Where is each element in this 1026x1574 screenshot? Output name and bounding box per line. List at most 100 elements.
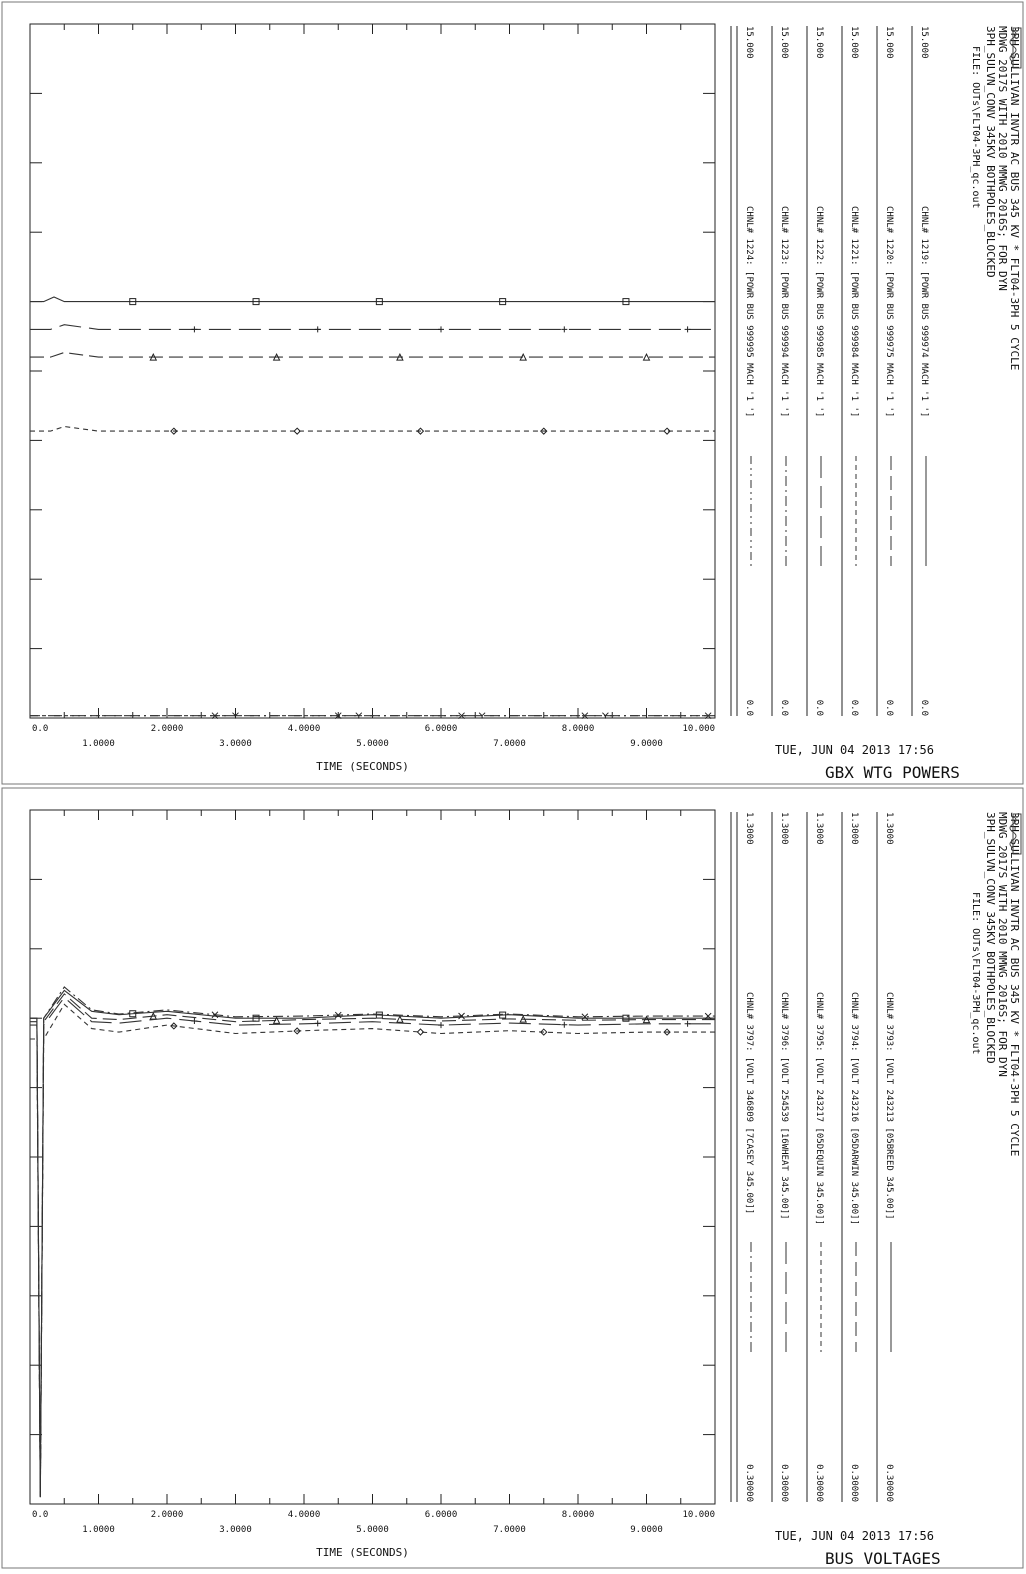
series-marker-6: [232, 712, 239, 719]
series-line-4: [30, 996, 715, 1498]
channel-max-label: 15.000: [814, 26, 824, 59]
series-marker-5: [334, 1011, 342, 1019]
x-tick-label: 10.000: [682, 724, 715, 734]
series-line-5: [30, 986, 715, 1498]
x-tick-label: 7.0000: [493, 739, 526, 749]
series-marker-5: [211, 712, 219, 720]
channel-min-label: 0.30000: [849, 1464, 859, 1502]
x-tick-label: 0.0: [32, 724, 48, 734]
x-tick-label: 6.0000: [425, 724, 458, 734]
series-marker-1: [129, 1010, 137, 1018]
series-marker-4: [561, 1021, 568, 1028]
file-label: FILE: OUTs\FLT04-3PH_qc.out: [970, 46, 981, 209]
series-marker-5: [458, 1012, 465, 1020]
channel-min-label: 0.0: [919, 700, 929, 716]
header-line-2: MDWG 2017S WITH 2010 MMWG 2016S; FOR DYN: [996, 812, 1009, 1077]
channel-name: CHNL# 3793: [VOLT 243213 [05BREED 345.00…: [884, 992, 894, 1220]
series-marker-4: [438, 1022, 444, 1029]
channel-min-label: 0.0: [744, 700, 754, 716]
series-marker-1: [499, 298, 507, 306]
channel-name: CHNL# 3796: [VOLT 254539 [16WHEAT 345.00…: [779, 992, 789, 1220]
series-marker-2: [642, 1015, 651, 1024]
date-stamp: TUE, JUN 04 2013 17:56: [775, 743, 934, 757]
series-marker-5: [581, 1013, 589, 1021]
series-marker-2: [396, 353, 404, 361]
chart-subtitle: BUS VOLTAGES: [825, 1549, 941, 1568]
series-marker-3: [293, 1027, 301, 1035]
date-stamp: TUE, JUN 04 2013 17:56: [775, 1529, 934, 1543]
channel-max-label: 15.000: [744, 26, 754, 59]
chart-subtitle: GBX WTG POWERS: [825, 763, 960, 782]
channel-max-label: 15.000: [884, 26, 894, 59]
channel-name: CHNL# 1222: [POWR BUS 999985 MACH '1 ']: [814, 206, 824, 417]
x-tick-label: 5.0000: [356, 739, 389, 749]
plot-area: [29, 23, 716, 719]
series-marker-5: [334, 712, 342, 720]
series-marker-3: [170, 1022, 178, 1030]
series-marker-1: [622, 1014, 630, 1022]
channel-min-label: 0.0: [779, 700, 789, 716]
channel-name: CHNL# 1224: [POWR BUS 999995 MACH '1 ']: [744, 206, 754, 417]
logo-waveform: [1009, 815, 1017, 849]
channel-min-label: 0.30000: [744, 1464, 754, 1502]
channel-min-label: 0.0: [849, 700, 859, 716]
series-marker-3: [540, 1028, 548, 1036]
panel-frame: [1, 787, 1024, 1569]
series-marker-1: [129, 298, 137, 306]
channel-name: CHNL# 1221: [POWR BUS 999984 MACH '1 ']: [849, 206, 859, 417]
series-marker-4: [684, 1020, 691, 1027]
series-marker-1: [622, 298, 630, 306]
series-marker-3: [293, 427, 301, 435]
logo-waveform: [1009, 29, 1017, 63]
x-axis-label: TIME (SECONDS): [316, 760, 409, 773]
series-marker-4: [314, 326, 321, 333]
series-line-1: [30, 296, 715, 303]
series-marker-4: [684, 326, 691, 333]
x-tick-label: 2.0000: [151, 1510, 184, 1520]
x-tick-label: 3.0000: [219, 739, 252, 749]
series-line-4: [30, 324, 715, 330]
channel-name: CHNL# 3794: [VOLT 243216 [05DARWIN 345.0…: [849, 992, 859, 1225]
x-tick-label: 8.0000: [562, 1510, 595, 1520]
series-marker-3: [416, 427, 425, 435]
x-tick-label: 1.0000: [82, 1525, 115, 1535]
x-tick-label: 2.0000: [151, 724, 184, 734]
series-marker-4: [438, 326, 444, 333]
series-marker-5: [211, 1011, 219, 1019]
series-line-2: [30, 993, 715, 1498]
series-marker-2: [519, 353, 528, 361]
series-marker-1: [252, 298, 260, 306]
series-marker-3: [663, 1028, 671, 1036]
channel-min-label: 0.0: [814, 700, 824, 716]
series-line-3: [30, 425, 715, 432]
channel-max-label: 15.000: [849, 26, 859, 59]
series-marker-1: [375, 1011, 383, 1019]
series-line-1: [30, 989, 715, 1498]
channel-max-label: 1.3000: [779, 812, 789, 845]
series-line-3: [30, 1003, 715, 1498]
x-tick-label: 7.0000: [493, 1525, 526, 1535]
series-marker-2: [396, 1015, 404, 1023]
channel-min-label: 0.30000: [884, 1464, 894, 1502]
x-tick-label: 8.0000: [562, 724, 595, 734]
x-tick-label: 9.0000: [630, 1525, 663, 1535]
series-marker-2: [272, 353, 281, 361]
series-marker-1: [499, 1011, 507, 1019]
x-axis-label: TIME (SECONDS): [316, 1546, 409, 1559]
series-marker-6: [602, 712, 609, 719]
chart-panel-2: 0.0 1.0000 2.0000 3.0000 4.0000 5.0000 6.0000 7…: [1, 787, 1024, 1569]
channel-max-label: 1.3000: [814, 812, 824, 845]
series-marker-6: [478, 712, 486, 719]
channel-max-label: 1.3000: [849, 812, 859, 845]
x-tick-label: 10.000: [682, 1510, 715, 1520]
header-line-1: 3PH SULLIVAN INVTR AC BUS 345 KV * FLT04…: [1008, 812, 1021, 1156]
series-marker-6: [355, 712, 363, 719]
channel-name: CHNL# 1219: [POWR BUS 999974 MACH '1 ']: [919, 206, 929, 417]
siemens-logo: [1012, 813, 1022, 855]
series-marker-2: [149, 353, 158, 361]
channel-min-label: 0.30000: [779, 1464, 789, 1502]
series-marker-2: [642, 353, 651, 361]
x-tick-label: 3.0000: [219, 1525, 252, 1535]
series-marker-1: [375, 298, 383, 306]
